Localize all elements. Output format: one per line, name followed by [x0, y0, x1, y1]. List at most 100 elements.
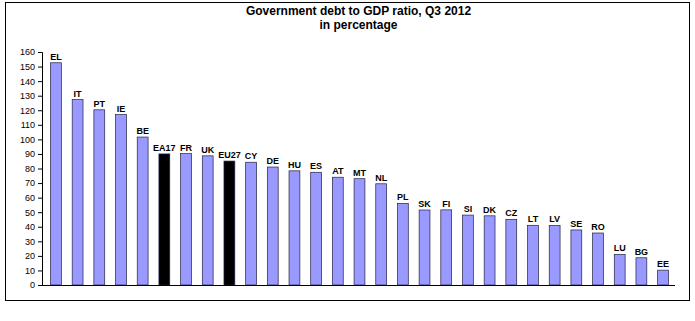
y-tick-label: 80	[25, 164, 35, 174]
category-label: EU27	[218, 150, 241, 160]
y-tick-label: 120	[20, 106, 35, 116]
y-tick-mark	[38, 198, 42, 199]
y-tick-label: 160	[20, 47, 35, 57]
category-label: SK	[418, 199, 431, 209]
category-label: SI	[464, 204, 473, 214]
bar	[94, 110, 105, 285]
y-tick-label: 10	[25, 266, 35, 276]
category-label: BG	[635, 247, 649, 257]
bar	[246, 162, 257, 285]
y-tick-label: 90	[25, 149, 35, 159]
category-label: EL	[50, 52, 62, 62]
category-label: PT	[94, 99, 106, 109]
chart: Government debt to GDP ratio, Q3 2012in …	[0, 0, 695, 321]
bar	[332, 177, 343, 285]
bar	[72, 100, 83, 285]
category-labels: ELITPTIEBEEA17FRUKEU27CYDEHUESATMTNLPLSK…	[50, 52, 669, 269]
bars	[51, 63, 669, 285]
category-label: CZ	[505, 208, 517, 218]
category-label: IE	[117, 104, 126, 114]
bar	[571, 230, 582, 285]
bar	[441, 210, 452, 285]
bar	[354, 179, 365, 285]
category-label: SE	[570, 219, 582, 229]
y-tick-mark	[38, 270, 42, 271]
bar	[51, 63, 62, 285]
category-label: DE	[267, 156, 280, 166]
y-tick: 30	[25, 237, 42, 247]
category-label: UK	[201, 145, 214, 155]
y-tick-mark	[38, 67, 42, 68]
category-label: PL	[397, 192, 409, 202]
bar	[462, 215, 473, 285]
category-label: FR	[180, 143, 192, 153]
y-tick-label: 50	[25, 208, 35, 218]
category-label: BE	[136, 126, 149, 136]
bar	[311, 172, 322, 285]
bar	[267, 167, 278, 285]
bar	[614, 254, 625, 285]
y-tick-mark	[38, 241, 42, 242]
y-tick-label: 0	[30, 280, 35, 290]
y-tick: 90	[25, 149, 42, 159]
y-tick-label: 70	[25, 178, 35, 188]
y-tick-mark	[38, 256, 42, 257]
y-tick: 40	[25, 222, 42, 232]
category-label: RO	[591, 222, 605, 232]
y-tick-mark	[38, 212, 42, 213]
y-tick-label: 130	[20, 91, 35, 101]
y-tick: 50	[25, 208, 42, 218]
y-tick: 10	[25, 266, 42, 276]
y-tick-mark	[38, 139, 42, 140]
y-tick: 150	[20, 62, 42, 72]
y-tick-mark	[38, 183, 42, 184]
y-tick: 70	[25, 178, 42, 188]
y-tick: 0	[30, 280, 42, 290]
bar	[116, 115, 127, 285]
y-tick-label: 150	[20, 62, 35, 72]
bar	[419, 210, 430, 285]
y-tick: 20	[25, 251, 42, 261]
category-label: DK	[483, 205, 496, 215]
bar	[636, 258, 647, 285]
y-tick-mark	[38, 169, 42, 170]
subtitle: in percentage	[319, 18, 397, 32]
bar	[376, 184, 387, 285]
x-axis-line	[42, 285, 675, 286]
y-tick: 110	[21, 120, 42, 130]
bar	[506, 219, 517, 285]
category-label: LV	[549, 214, 560, 224]
bar	[137, 137, 148, 285]
bar	[202, 156, 213, 285]
y-tick-mark	[38, 125, 42, 126]
x-axis	[42, 285, 675, 286]
bar	[528, 225, 539, 285]
category-label: LT	[528, 214, 539, 224]
bar	[159, 154, 170, 285]
bar	[484, 216, 495, 285]
y-tick-mark	[38, 285, 42, 286]
category-label: EE	[657, 259, 669, 269]
title: Government debt to GDP ratio, Q3 2012	[246, 4, 471, 18]
y-tick-label: 110	[21, 120, 35, 130]
category-label: HU	[288, 160, 301, 170]
y-tick-label: 40	[25, 222, 35, 232]
y-tick-label: 100	[20, 135, 35, 145]
category-label: LU	[614, 243, 626, 253]
y-tick: 140	[20, 77, 42, 87]
y-tick-mark	[38, 52, 42, 53]
y-tick: 100	[20, 135, 42, 145]
y-tick-mark	[38, 154, 42, 155]
bar	[549, 225, 560, 285]
y-tick-mark	[38, 227, 42, 228]
y-tick: 60	[25, 193, 42, 203]
y-tick: 130	[20, 91, 42, 101]
bar	[397, 203, 408, 285]
y-axis-line	[38, 53, 43, 286]
category-label: IT	[74, 89, 83, 99]
category-label: MT	[353, 168, 366, 178]
y-tick-label: 140	[20, 77, 35, 87]
category-label: NL	[375, 173, 387, 183]
y-tick: 120	[20, 106, 42, 116]
bar	[181, 154, 192, 285]
